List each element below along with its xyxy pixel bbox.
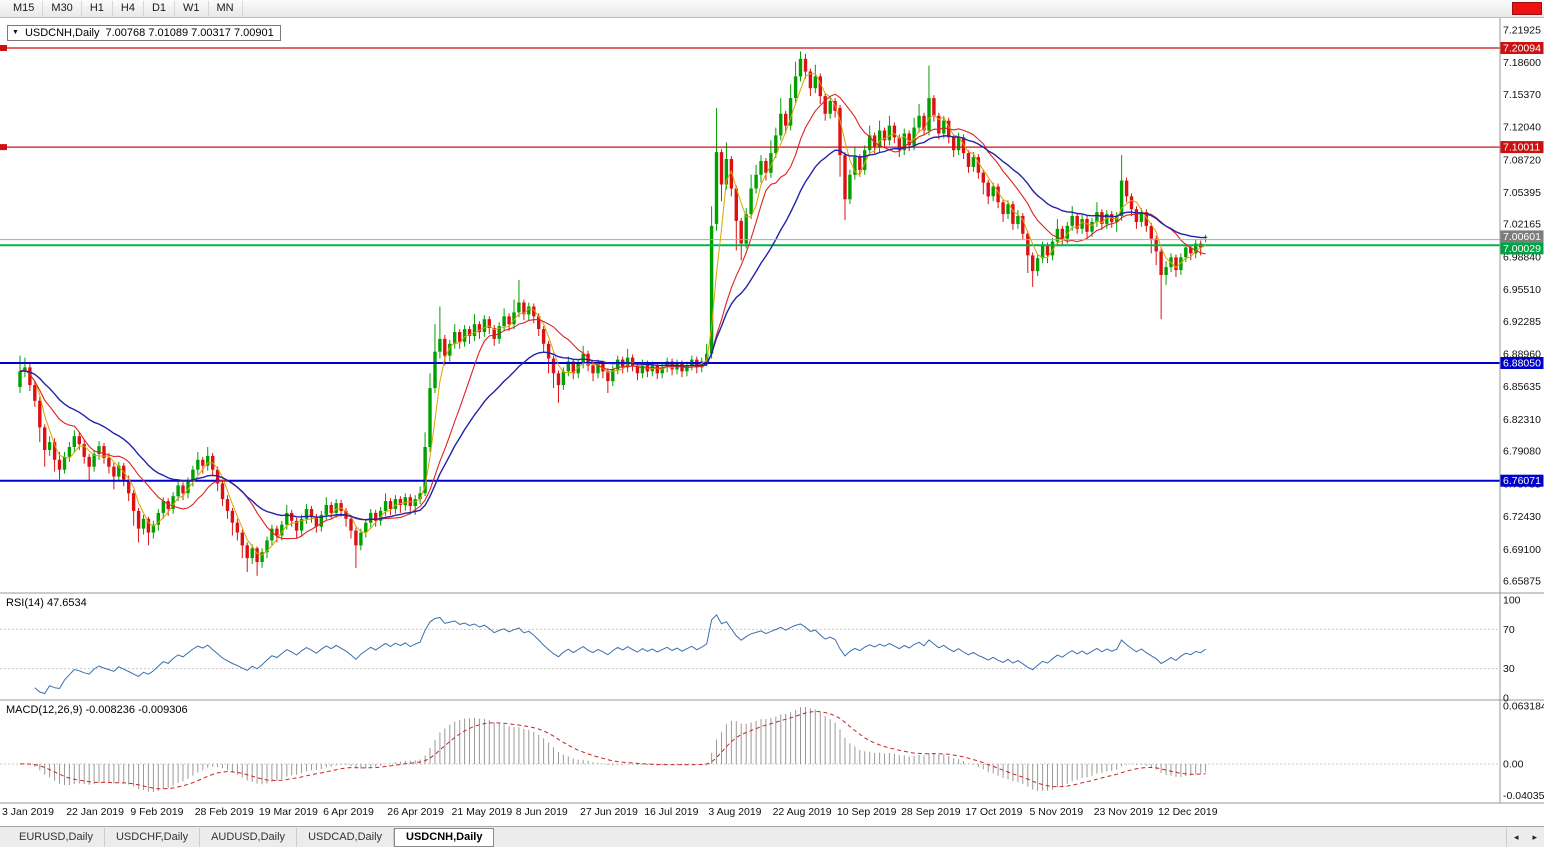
timeframe-button-m15[interactable]: M15 [5,1,44,16]
price-scale-label: 6.82310 [1503,414,1541,426]
date-label: 3 Aug 2019 [708,806,761,818]
rsi-guide-lines [0,628,1500,670]
chart-area[interactable]: 7.21925 7.18600 7.15370 7.12040 7.08720 7.053… [0,18,1544,826]
price-scale-label: 6.79080 [1503,446,1541,458]
date-label: 22 Jan 2019 [66,806,124,818]
date-label: 12 Dec 2019 [1158,806,1218,818]
svg-text:7.10011: 7.10011 [1503,142,1540,154]
ma-slow-line [19,135,1206,521]
svg-text:7.00029: 7.00029 [1503,243,1541,255]
price-scale-label: 7.18600 [1503,57,1541,69]
price-scale-label: 6.65875 [1503,576,1541,588]
timeframe-toolbar: M15 M30 H1 H4 D1 W1 MN [0,0,1544,18]
date-label: 21 May 2019 [452,806,513,818]
chart-title-box: ▼ USDCNH,Daily 7.00768 7.01089 7.00317 7… [7,25,281,41]
timeframe-button-d1[interactable]: D1 [144,1,175,16]
macd-indicator-label: MACD(12,26,9) -0.008236 -0.009306 [6,704,188,716]
timeframe-button-mn[interactable]: MN [209,1,243,16]
macd-scale-label: -0.040355 [1503,790,1544,802]
rsi-scale-label: 0 [1503,693,1509,705]
svg-text:7.00601: 7.00601 [1503,231,1541,243]
ma-medium-line [19,93,1206,540]
rsi-indicator-label: RSI(14) 47.6534 [6,597,87,609]
ma-fast-line [19,73,1206,556]
date-label: 8 Jun 2019 [516,806,568,818]
rsi-line [34,614,1206,695]
timeframe-buttons: M15 M30 H1 H4 D1 W1 MN [5,0,243,17]
price-scale-label: 7.05395 [1503,187,1541,199]
tab-scroll-right-icon[interactable]: ▸ [1532,831,1537,842]
tab-scroll-left-icon[interactable]: ◂ [1513,831,1519,842]
price-badge: 7.10011 [1500,141,1544,154]
level-edge-marker [0,44,7,51]
svg-text:6.76071: 6.76071 [1503,475,1541,487]
date-label: 26 Apr 2019 [387,806,444,818]
price-scale-label: 7.02165 [1503,219,1541,231]
price-scale-label: 6.95510 [1503,284,1541,296]
pane-separators [0,592,1544,804]
date-axis[interactable]: 3 Jan 2019 22 Jan 2019 9 Feb 2019 28 Feb 20… [2,806,1218,818]
chart-canvas[interactable]: 7.21925 7.18600 7.15370 7.12040 7.08720 7.053… [0,18,1544,826]
price-badge: 6.88050 [1500,357,1544,370]
date-label: 17 Oct 2019 [965,806,1022,818]
price-scale-label: 7.12040 [1503,122,1541,134]
date-label: 27 Jun 2019 [580,806,638,818]
price-badge: 7.00029 [1500,242,1544,255]
chart-symbol-label: USDCNH,Daily [24,27,100,39]
date-label: 3 Jan 2019 [2,806,54,818]
tab-scroll-arrows: ◂ ▸ [1505,827,1544,847]
date-label: 22 Aug 2019 [773,806,832,818]
svg-text:6.88050: 6.88050 [1503,358,1541,370]
timeframe-button-w1[interactable]: W1 [175,1,209,16]
date-label: 16 Jul 2019 [644,806,698,818]
rsi-scale-label: 100 [1503,595,1521,607]
candlestick-series [18,51,1208,576]
symbol-tab-audusd[interactable]: AUDUSD,Daily [200,827,298,847]
timeframe-button-h1[interactable]: H1 [82,1,113,16]
symbol-tab-usdcnh[interactable]: USDCNH,Daily [394,827,495,847]
price-scale-label: 7.15370 [1503,89,1541,101]
date-label: 19 Mar 2019 [259,806,318,818]
date-label: 28 Sep 2019 [901,806,961,818]
timeframe-button-h4[interactable]: H4 [113,1,144,16]
horizontal-level-lines [0,44,1500,482]
price-scale-label: 6.92285 [1503,316,1541,328]
chart-dropdown-icon[interactable]: ▼ [12,29,19,36]
date-label: 28 Feb 2019 [195,806,254,818]
price-scale-label: 7.08720 [1503,154,1541,166]
symbol-tab-usdcad[interactable]: USDCAD,Daily [297,827,395,847]
price-badge: 7.00601 [1500,230,1544,243]
date-label: 6 Apr 2019 [323,806,374,818]
toolbar-red-indicator[interactable] [1512,2,1542,15]
chart-tab-bar: EURUSD,Daily USDCHF,Daily AUDUSD,Daily USDC… [0,826,1544,847]
price-scale-label: 7.21925 [1503,25,1541,37]
macd-scale-label: 0.00 [1503,759,1524,771]
symbol-tab-usdchf[interactable]: USDCHF,Daily [105,827,201,847]
date-label: 23 Nov 2019 [1094,806,1154,818]
level-edge-marker [0,144,7,151]
macd-scale-label: 0.063184 [1503,701,1544,713]
macd-signal-line [19,710,1206,790]
price-scale-label: 6.85635 [1503,381,1541,393]
price-scale-label: 6.69100 [1503,544,1541,556]
chart-ohlc-values: 7.00768 7.01089 7.00317 7.00901 [105,27,274,39]
date-label: 5 Nov 2019 [1030,806,1084,818]
price-scale-label: 6.72430 [1503,511,1541,523]
price-badge: 6.76071 [1500,474,1544,487]
rsi-scale-label: 30 [1503,663,1515,675]
svg-text:7.20094: 7.20094 [1503,43,1541,55]
symbol-tab-eurusd[interactable]: EURUSD,Daily [8,827,105,847]
symbol-tabs: EURUSD,Daily USDCHF,Daily AUDUSD,Daily USDC… [8,827,495,847]
date-label: 10 Sep 2019 [837,806,897,818]
price-scale-axis[interactable]: 7.21925 7.18600 7.15370 7.12040 7.08720 7.053… [1499,18,1544,803]
date-label: 9 Feb 2019 [130,806,183,818]
rsi-scale-label: 70 [1503,624,1515,636]
macd-histogram [24,707,1207,792]
timeframe-button-m30[interactable]: M30 [43,1,82,16]
price-badge: 7.20094 [1500,42,1544,55]
